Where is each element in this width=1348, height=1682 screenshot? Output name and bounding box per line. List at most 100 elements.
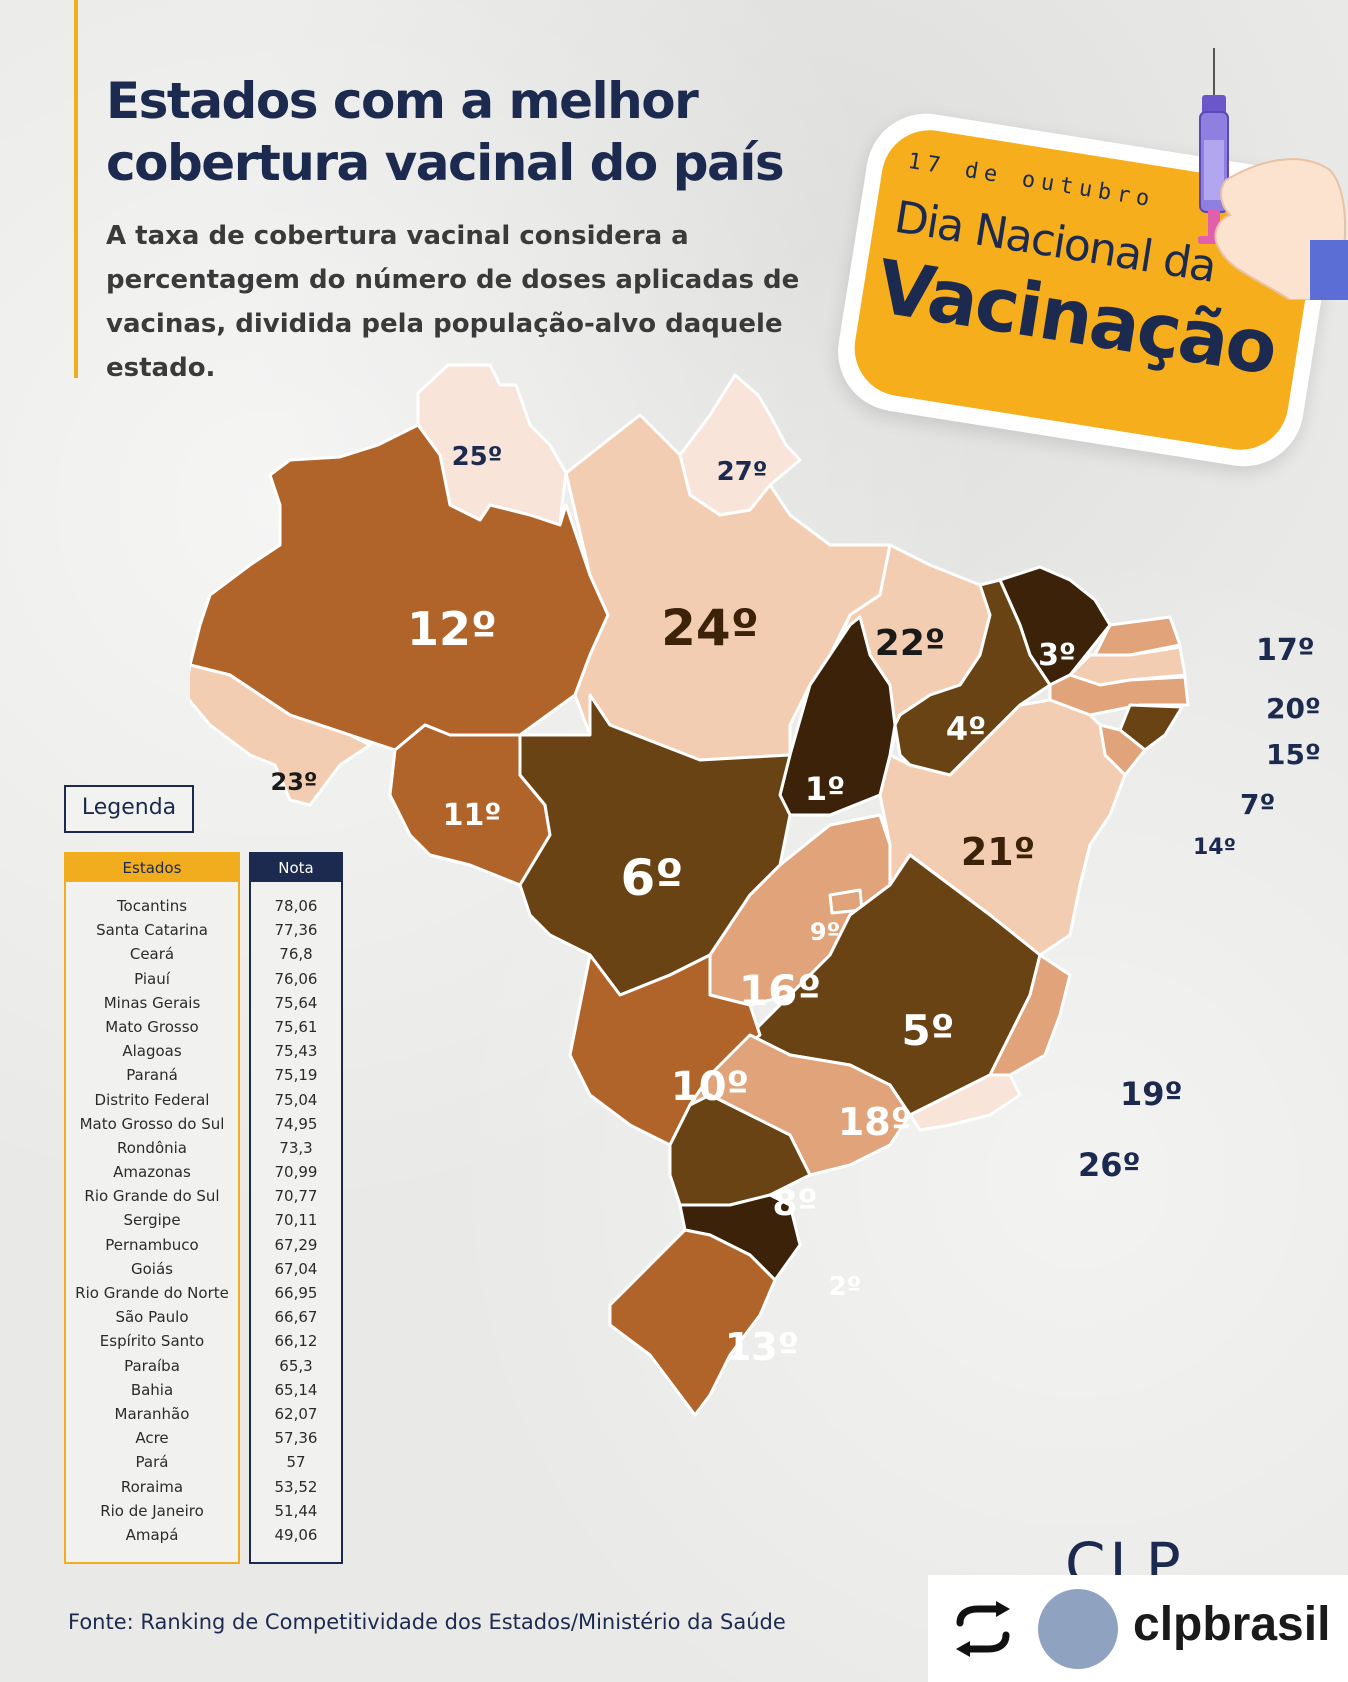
rank-am: 12º [407,602,497,656]
rank-ms: 10º [671,1064,749,1110]
avatar[interactable] [1038,1589,1118,1669]
rank-mg: 5º [902,1006,955,1055]
state-rs [608,1228,777,1417]
legend-title: Legenda [64,785,194,833]
legend-state-score: 62,07 [274,1404,318,1423]
legend-state-name: Amapá [125,1525,179,1544]
legend-state-name: Rio de Janeiro [100,1501,204,1520]
brazil-map: 25º 27º 12º 24º 22º 3º 4º 1º 21º 23º 11º… [190,363,1190,1417]
rank-rs: 13º [725,1325,799,1369]
legend-state-score: 70,99 [274,1163,318,1182]
legend-state-score: 75,61 [274,1017,318,1036]
legend-state-name: Santa Catarina [96,921,208,940]
legend-state-score: 73,3 [279,1138,313,1157]
legend-state-name: Sergipe [123,1211,181,1230]
legend-state-name: Alagoas [122,1042,182,1061]
rank-sp: 18º [838,1100,912,1144]
legend-state-score: 51,44 [274,1501,318,1520]
legend-state-name: Paraná [126,1066,178,1085]
legend-state-name: Pará [135,1453,169,1472]
legend-state-name: Tocantins [116,897,188,915]
page-subtitle: A taxa de cobertura vacinal considera a … [106,221,800,383]
legend-state-score: 76,8 [279,945,313,964]
rank-df: 9º [810,918,840,946]
rank-ro: 11º [443,798,502,833]
legend-score-header: Nota [251,854,341,882]
rank-se: 14º [1193,835,1237,860]
legend-state-name: Pernambuco [105,1235,199,1254]
legend-state-name: Distrito Federal [94,1090,210,1109]
repost-bar[interactable]: clpbrasil [928,1575,1348,1682]
rank-al: 7º [1240,788,1276,821]
state-ap [678,373,802,517]
rank-rj: 26º [1078,1146,1141,1184]
legend-state-name: Mato Grosso [105,1017,199,1036]
rank-pi: 4º [946,710,986,748]
rank-rr: 25º [452,442,503,472]
legend-state-name: São Paulo [115,1308,189,1327]
legend-states-column: Estados Tocantins Santa Catarina Ceará Piau… [64,852,240,1564]
legend-state-score: 65,3 [279,1356,313,1375]
legend-state-score: 77,36 [274,921,318,940]
source-note: Fonte: Ranking de Competitividade dos Es… [68,1610,786,1634]
legend-state-score: 67,04 [274,1259,318,1278]
rank-mt: 6º [621,849,684,907]
legend-state-score: 66,95 [274,1284,318,1302]
legend-state-score: 74,95 [274,1114,318,1133]
rank-ce: 3º [1038,638,1076,673]
rank-pe: 15º [1266,738,1321,771]
legend-state-name: Paraíba [124,1356,180,1375]
legend-state-name: Maranhão [114,1404,190,1423]
legend-state-score: 70,11 [274,1211,318,1230]
legend-state-name: Bahia [130,1380,174,1399]
state-to [778,615,897,817]
accent-line [74,0,78,378]
rank-pa: 24º [661,599,759,657]
legend-state-name: Roraima [120,1477,184,1496]
legend-states-header: Estados [66,854,238,882]
legend-state-name: Rio Grande do Norte [75,1284,229,1302]
legend-state-score: 57,36 [274,1429,318,1448]
rank-pb: 20º [1266,692,1321,725]
rank-ac: 23º [271,768,318,796]
rank-go: 16º [739,966,821,1015]
page-title: Estados com a melhor cobertura vacinal d… [106,72,785,192]
rank-rn: 17º [1256,633,1315,668]
legend-state-score: 67,29 [274,1235,318,1254]
rank-ma: 22º [875,623,945,664]
legend-state-score: 78,06 [274,897,318,915]
legend-state-name: Ceará [129,945,175,964]
rank-ap: 27º [717,457,768,487]
legend-state-score: 75,64 [274,993,318,1012]
rank-pr: 8º [772,1183,817,1224]
legend-state-score: 75,19 [274,1066,318,1085]
rank-sc: 2º [829,1272,862,1302]
state-al [1118,703,1184,752]
state-am [190,423,610,752]
legend-state-name: Rondônia [117,1138,187,1157]
repost-icon[interactable] [950,1601,1016,1657]
legend-state-score: 65,14 [274,1380,318,1399]
legend-scores-column: Nota 78,06 77,36 76,8 76,06 75,64 75,61 75,43 7… [249,852,343,1564]
rank-to: 1º [805,770,845,808]
legend-state-name: Goiás [131,1259,173,1278]
legend-state-name: Piauí [134,969,170,988]
legend-state-name: Espírito Santo [99,1332,205,1351]
legend-state-score: 53,52 [274,1477,318,1496]
syringe-hand-icon [1198,48,1348,300]
legend-state-name: Acre [135,1429,169,1448]
legend-state-name: Minas Gerais [103,993,201,1012]
legend-state-name: Amazonas [113,1163,191,1182]
legend-state-name: Rio Grande do Sul [84,1187,220,1206]
legend-state-score: 75,43 [274,1042,318,1061]
legend-state-score: 66,12 [274,1332,318,1351]
rank-es: 19º [1120,1075,1183,1113]
legend-state-score: 66,67 [274,1308,318,1327]
legend-state-name: Mato Grosso do Sul [79,1114,225,1133]
state-rj [908,1073,1022,1132]
repost-username[interactable]: clpbrasil [1133,1598,1331,1651]
legend-state-score: 57 [286,1453,306,1472]
legend-state-score: 49,06 [274,1525,318,1544]
legend-state-score: 76,06 [274,969,318,988]
state-ac [190,663,372,807]
